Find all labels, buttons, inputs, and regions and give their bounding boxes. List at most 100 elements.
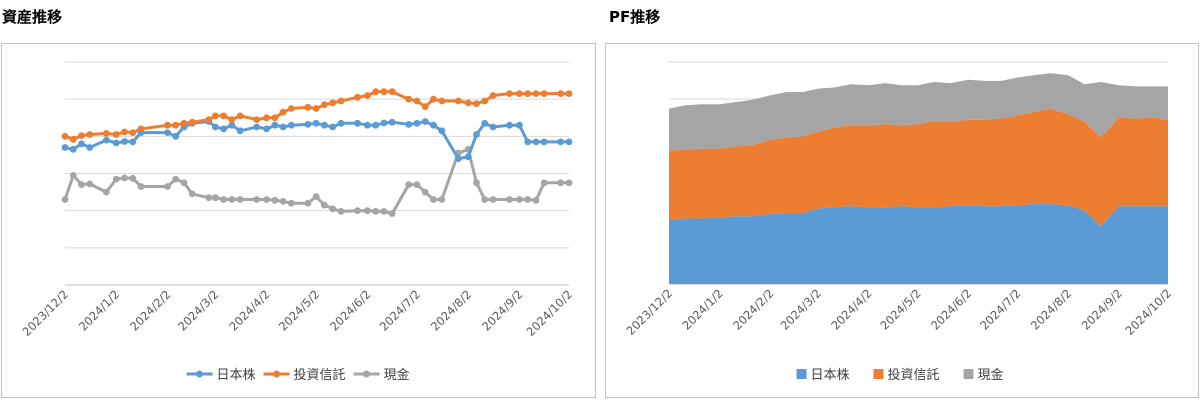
data-point [312, 105, 320, 112]
data-point [205, 116, 213, 123]
data-point [481, 196, 489, 203]
legend-label: 日本株 [811, 368, 850, 383]
data-point [565, 138, 573, 146]
data-point [372, 88, 380, 96]
data-point [164, 121, 171, 129]
data-point [288, 121, 295, 129]
x-tick-label: 2024/4/2 [828, 286, 874, 332]
data-point [61, 196, 69, 203]
data-point [337, 208, 345, 215]
legend-marker [363, 370, 370, 378]
data-point [405, 95, 413, 103]
data-point [212, 123, 219, 131]
data-point [172, 175, 180, 183]
data-point [557, 138, 565, 146]
data-point [312, 193, 320, 200]
data-point [279, 123, 287, 131]
portfolio-trend-chart: 2023/12/2 2024/1/2 2024/2/2 2024/3/2 2024/4/… [605, 43, 1199, 398]
x-tick-label: 2024/3/2 [175, 287, 221, 333]
data-point [565, 90, 573, 97]
data-point [304, 103, 312, 111]
data-point [421, 118, 429, 125]
data-point [364, 121, 371, 129]
x-tick-label: 2024/8/2 [1028, 286, 1074, 332]
data-point [388, 88, 396, 96]
data-point [236, 196, 244, 203]
data-point [212, 194, 219, 202]
data-point [430, 196, 437, 203]
x-tick-label: 2024/3/2 [778, 286, 824, 332]
data-point [279, 198, 287, 205]
legend-label: 現金 [978, 367, 1004, 383]
data-point [212, 112, 219, 120]
data-point [69, 172, 77, 179]
x-tick-label: 2024/8/2 [428, 287, 474, 333]
data-point [78, 132, 85, 139]
data-point [279, 108, 287, 116]
x-tick-label: 2024/7/2 [977, 286, 1023, 332]
x-tick-label: 2024/9/2 [1079, 286, 1125, 332]
data-point [524, 90, 532, 97]
data-point [464, 153, 472, 161]
data-point [129, 129, 137, 136]
data-point [112, 139, 120, 147]
data-point [321, 121, 328, 129]
data-point [473, 100, 480, 107]
data-point [354, 93, 361, 101]
data-point [69, 135, 77, 143]
x-tick-label: 2024/10/2 [1123, 286, 1175, 338]
data-point [271, 196, 279, 204]
data-point [473, 131, 480, 138]
data-point [112, 175, 120, 183]
data-point [438, 196, 446, 203]
data-point [489, 123, 497, 131]
data-point [86, 144, 94, 151]
legend-marker [273, 370, 280, 378]
data-point [253, 196, 261, 203]
data-point [263, 114, 270, 122]
x-tick-label: 2024/5/2 [877, 286, 923, 332]
data-point [413, 181, 421, 189]
data-point [137, 125, 145, 133]
data-point [372, 208, 380, 215]
data-point [489, 92, 497, 99]
data-point [329, 205, 337, 213]
x-tick-label: 2024/1/2 [76, 287, 122, 333]
data-point [121, 138, 128, 145]
data-point [102, 136, 110, 144]
data-point [121, 174, 128, 182]
data-point [388, 210, 396, 218]
left-chart-title: 資産推移 [2, 8, 63, 26]
data-point [205, 194, 213, 202]
data-point [253, 116, 261, 123]
data-point [516, 196, 523, 203]
data-point [321, 201, 328, 209]
data-point [473, 179, 480, 187]
data-point [405, 121, 413, 128]
data-point [430, 95, 437, 103]
data-point [438, 127, 446, 135]
data-point [263, 196, 270, 203]
legend-swatch [873, 369, 884, 379]
data-point [438, 97, 446, 105]
portfolio-trend-svg: 2023/12/2 2024/1/2 2024/2/2 2024/3/2 2024/4/… [624, 61, 1175, 383]
data-point [430, 121, 437, 129]
data-point [164, 183, 171, 190]
legend-marker [196, 370, 203, 378]
data-point [164, 129, 171, 136]
data-point [364, 92, 371, 99]
data-point [188, 190, 196, 198]
data-point [329, 99, 337, 107]
data-point [405, 181, 413, 189]
data-point [78, 140, 85, 148]
data-point [565, 179, 573, 187]
data-point [61, 144, 69, 151]
data-point [102, 130, 110, 137]
data-point [137, 183, 145, 190]
data-point [112, 131, 120, 138]
series-area [669, 108, 1168, 227]
data-point [69, 145, 77, 153]
data-point [102, 188, 110, 196]
data-point [236, 112, 244, 120]
data-point [188, 118, 196, 126]
